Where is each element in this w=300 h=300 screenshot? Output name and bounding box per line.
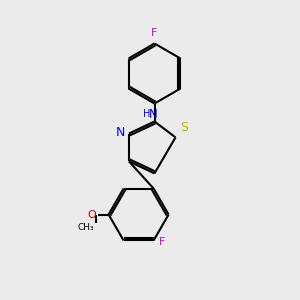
Text: CH₃: CH₃ [77, 223, 94, 232]
Text: N: N [116, 125, 125, 139]
Text: N: N [149, 107, 158, 121]
Text: H: H [143, 109, 151, 119]
Text: F: F [151, 28, 158, 38]
Text: F: F [158, 237, 165, 247]
Text: O: O [87, 209, 96, 220]
Text: S: S [180, 122, 188, 134]
